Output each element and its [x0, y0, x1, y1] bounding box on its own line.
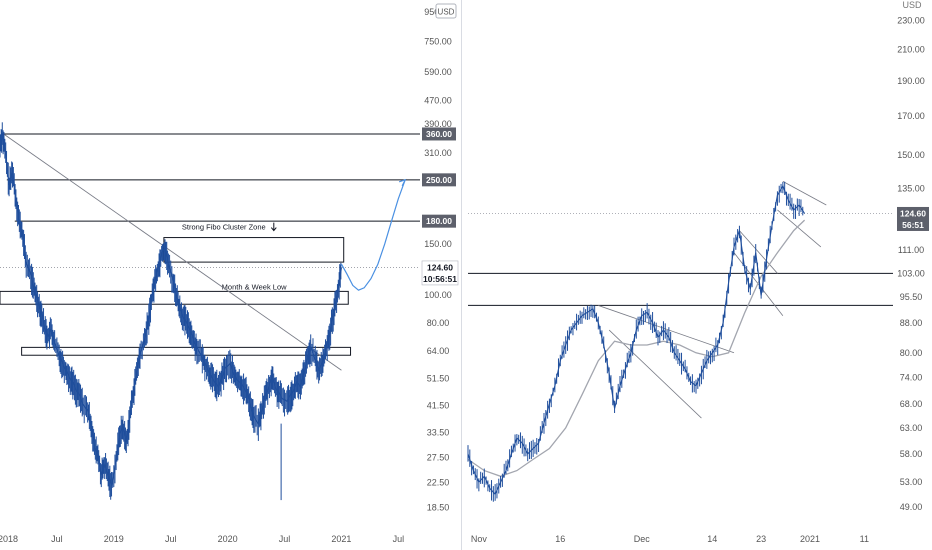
projection-arrow-icon — [398, 178, 407, 187]
price-line-left — [0, 133, 342, 486]
moving-average-line — [467, 219, 806, 477]
right-y-tick-label: 58.00 — [900, 449, 923, 459]
left-drawings — [0, 131, 420, 501]
right-y-tick-label: 111.00 — [898, 245, 924, 255]
level-badge-label: 250.00 — [426, 175, 452, 185]
arrow-down-icon — [270, 222, 277, 232]
annotation-fibo-zone: Strong Fibo Cluster Zone — [182, 223, 266, 232]
left-price-axis: 950.00750.00590.00470.00390.00310.00150.… — [421, 7, 459, 512]
right-y-tick-label: 74.00 — [900, 372, 923, 382]
left-x-tick-label: Jul — [279, 534, 291, 544]
right-x-tick-label: 16 — [555, 534, 565, 544]
trendline-diagonal — [0, 131, 342, 371]
left-y-tick-label: 100.00 — [424, 290, 452, 300]
left-currency-label: USD — [438, 8, 455, 17]
left-y-tick-label: 33.50 — [427, 428, 450, 438]
left-y-tick-label: 590.00 — [424, 67, 452, 77]
left-x-tick-label: Jul — [51, 534, 63, 544]
right-y-tick-label: 170.00 — [897, 111, 925, 121]
channel-line-3 — [733, 252, 784, 316]
channel-line-1 — [608, 329, 702, 419]
right-y-tick-label: 49.00 — [900, 502, 923, 512]
left-y-tick-label: 64.00 — [427, 346, 450, 356]
last-price-badge — [421, 260, 459, 286]
left-y-tick-label: 41.50 — [427, 401, 450, 411]
right-y-tick-label: 80.00 — [900, 348, 923, 358]
channel-line-0 — [598, 305, 735, 354]
left-y-tick-label: 18.50 — [427, 502, 450, 512]
right-y-tick-label: 230.00 — [897, 16, 925, 26]
channel-line-4 — [782, 181, 827, 206]
right-x-tick-label: 23 — [756, 534, 766, 544]
level-badge-label: 180.00 — [426, 216, 452, 226]
channel-line-5 — [777, 209, 822, 248]
left-y-tick-label: 80.00 — [427, 318, 450, 328]
left-x-tick-label: Jul — [165, 534, 177, 544]
right-y-tick-label: 210.00 — [897, 44, 925, 54]
zone-2 — [21, 346, 352, 356]
right-last-price-badge — [897, 206, 929, 231]
right-y-tick-label: 135.00 — [897, 183, 925, 193]
left-price-series — [0, 122, 407, 500]
right-y-tick-label: 68.00 — [900, 399, 923, 409]
right-y-tick-label: 95.50 — [900, 292, 923, 302]
level-badge — [422, 127, 456, 141]
right-x-tick-label: Dec — [634, 534, 651, 544]
right-time-axis: Nov 16 Dec 14 23 2021 11 — [471, 534, 869, 544]
right-last-price-label: 124.60 — [900, 208, 926, 218]
right-drawings — [468, 181, 893, 419]
right-x-tick-label: 2021 — [800, 534, 820, 544]
annotation-month-week-low: Month & Week Low — [222, 282, 287, 291]
right-y-tick-label: 103.00 — [897, 268, 925, 278]
left-currency-badge[interactable]: USD — [435, 3, 457, 19]
left-x-tick-label: 2020 — [218, 534, 238, 544]
left-y-tick-label: 390.00 — [424, 119, 452, 129]
right-currency-label: USD — [902, 0, 922, 10]
left-x-tick-label: 2021 — [331, 534, 351, 544]
level-badge-label: 360.00 — [426, 129, 452, 139]
right-x-tick-label: Nov — [471, 534, 488, 544]
left-y-tick-label: 22.50 — [427, 478, 450, 488]
level-badge — [422, 173, 456, 187]
right-y-tick-label: 88.00 — [900, 318, 923, 328]
left-y-tick-label: 310.00 — [424, 148, 452, 158]
left-time-axis: 2018 Jul 2019 Jul 2020 Jul 2021 Jul — [0, 534, 404, 544]
right-x-tick-label: 14 — [707, 534, 717, 544]
right-x-tick-label: 11 — [860, 534, 869, 544]
left-x-tick-label: 2018 — [0, 534, 18, 544]
left-y-tick-label: 27.50 — [427, 452, 450, 462]
left-y-tick-label: 150.00 — [424, 239, 452, 249]
level-badge — [422, 214, 456, 228]
left-x-tick-label: 2019 — [104, 534, 124, 544]
left-x-tick-label: Jul — [393, 534, 405, 544]
last-price-label: 124.60 — [427, 262, 453, 272]
left-y-tick-label: 470.00 — [424, 95, 452, 105]
left-y-tick-label: 750.00 — [424, 37, 452, 47]
usd-badge-icon[interactable] — [435, 3, 457, 19]
right-y-tick-label: 190.00 — [897, 76, 925, 86]
right-price-series — [467, 181, 806, 502]
channel-line-2 — [739, 230, 778, 274]
right-y-tick-label: 53.00 — [900, 477, 923, 487]
projection-path — [340, 179, 406, 291]
right-y-tick-label: 63.00 — [900, 423, 923, 433]
price-line-right — [467, 184, 806, 496]
countdown-label: 10:56:51 — [423, 274, 457, 284]
left-y-tick-label: 51.50 — [427, 374, 450, 384]
right-price-axis: 230.00 210.00 190.00 170.00 150.00 135.00 111.… — [897, 16, 929, 512]
right-countdown-label: 56:51 — [902, 220, 924, 230]
right-y-tick-label: 150.00 — [897, 150, 925, 160]
